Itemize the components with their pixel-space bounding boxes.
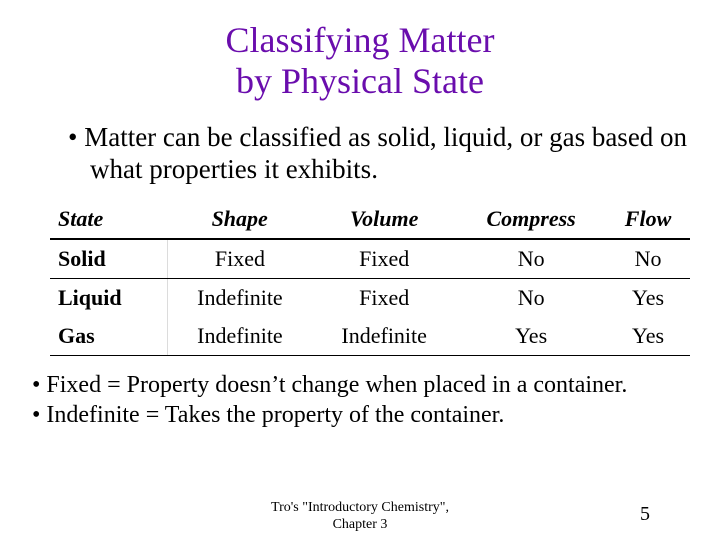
slide-title: Classifying Matter by Physical State xyxy=(20,20,700,103)
cell-compress: No xyxy=(456,239,606,279)
cell-state: Liquid xyxy=(50,278,167,317)
cell-shape: Indefinite xyxy=(167,317,312,356)
cell-compress: Yes xyxy=(456,317,606,356)
footer-line-1: Tro's "Introductory Chemistry", xyxy=(271,500,449,515)
title-line-1: Classifying Matter xyxy=(226,20,495,60)
footer-line-2: Chapter 3 xyxy=(333,517,388,532)
table-row: Gas Indefinite Indefinite Yes Yes xyxy=(50,317,690,356)
cell-volume: Fixed xyxy=(312,278,456,317)
col-header-compress: Compress xyxy=(456,200,606,239)
cell-state: Gas xyxy=(50,317,167,356)
cell-shape: Indefinite xyxy=(167,278,312,317)
matter-state-table: State Shape Volume Compress Flow Solid F… xyxy=(50,200,690,356)
cell-compress: No xyxy=(456,278,606,317)
cell-state: Solid xyxy=(50,239,167,279)
table-header-row: State Shape Volume Compress Flow xyxy=(50,200,690,239)
col-header-volume: Volume xyxy=(312,200,456,239)
title-line-2: by Physical State xyxy=(236,61,484,101)
col-header-shape: Shape xyxy=(167,200,312,239)
slide-container: Classifying Matter by Physical State Mat… xyxy=(0,0,720,540)
page-number: 5 xyxy=(640,503,650,526)
cell-shape: Fixed xyxy=(167,239,312,279)
main-bullet: Matter can be classified as solid, liqui… xyxy=(20,121,700,186)
cell-flow: Yes xyxy=(606,278,690,317)
definition-fixed: Fixed = Property doesn’t change when pla… xyxy=(32,370,700,400)
col-header-flow: Flow xyxy=(606,200,690,239)
col-header-state: State xyxy=(50,200,167,239)
table-row: Liquid Indefinite Fixed No Yes xyxy=(50,278,690,317)
definitions-block: Fixed = Property doesn’t change when pla… xyxy=(20,370,700,430)
cell-flow: No xyxy=(606,239,690,279)
table-row: Solid Fixed Fixed No No xyxy=(50,239,690,279)
cell-volume: Fixed xyxy=(312,239,456,279)
cell-flow: Yes xyxy=(606,317,690,356)
definition-indefinite: Indefinite = Takes the property of the c… xyxy=(32,400,700,430)
footer-citation: Tro's "Introductory Chemistry", Chapter … xyxy=(0,500,720,534)
cell-volume: Indefinite xyxy=(312,317,456,356)
